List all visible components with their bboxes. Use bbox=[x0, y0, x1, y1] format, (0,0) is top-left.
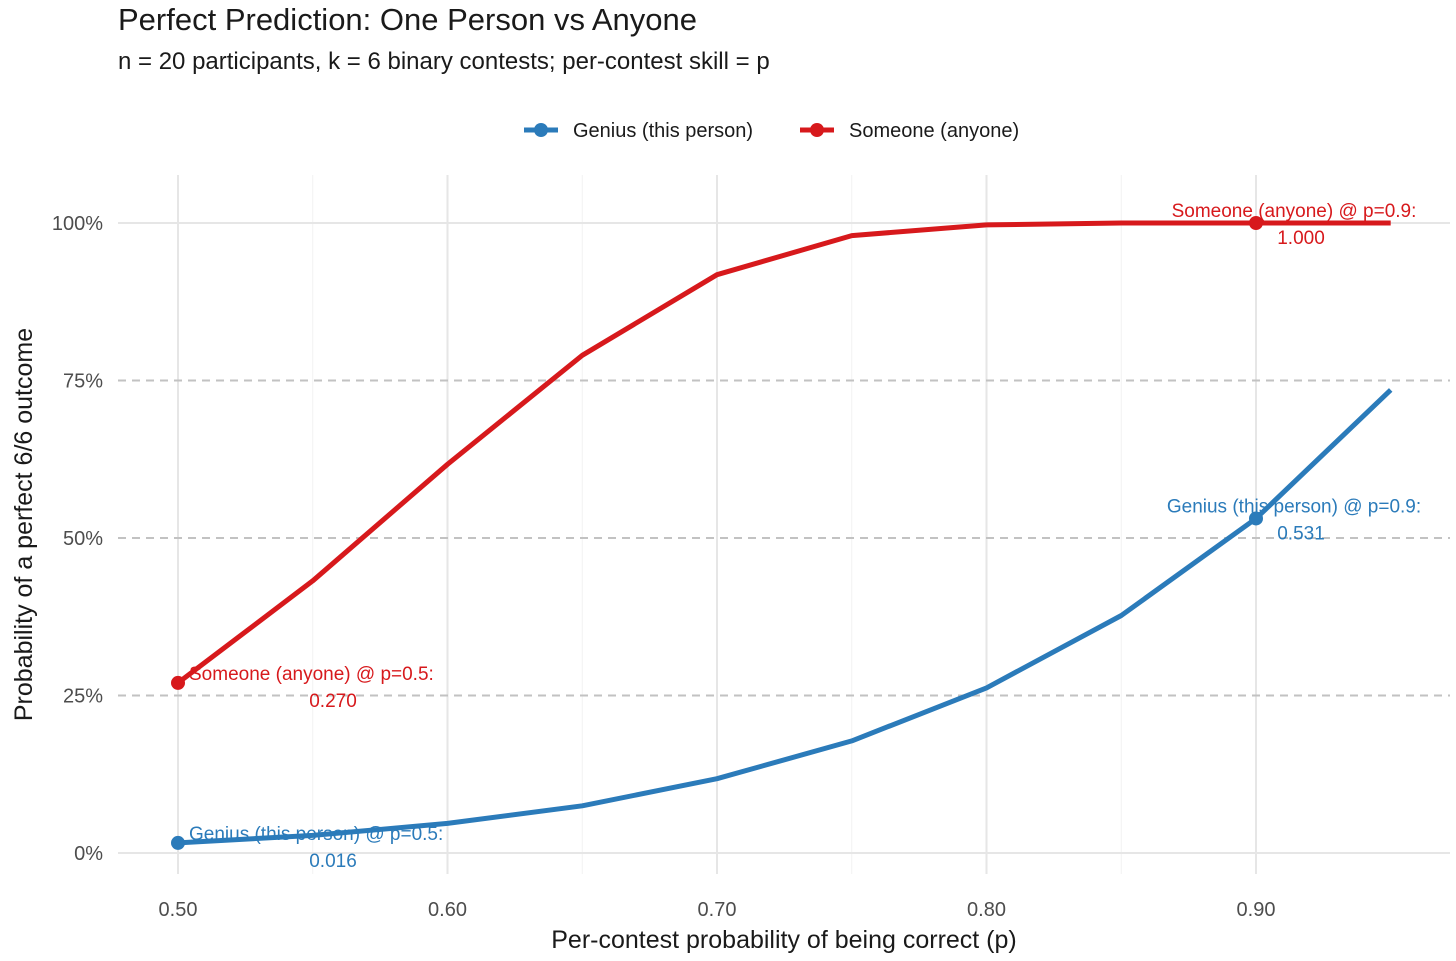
y-axis-title: Probability of a perfect 6/6 outcome bbox=[10, 328, 38, 721]
x-tick-label: 0.90 bbox=[1237, 899, 1276, 921]
highlight-point bbox=[171, 675, 185, 690]
y-tick-label: 100% bbox=[52, 213, 103, 235]
chart-title: Perfect Prediction: One Person vs Anyone bbox=[118, 2, 697, 37]
legend-key-point bbox=[534, 123, 548, 137]
highlight-point bbox=[171, 835, 185, 850]
point-annotation-line1: Someone (anyone) @ p=0.9: bbox=[1172, 201, 1417, 222]
point-annotation-line1: Genius (this person) @ p=0.9: bbox=[1167, 496, 1421, 517]
chart-subtitle: n = 20 participants, k = 6 binary contes… bbox=[118, 48, 770, 75]
x-axis-title: Per-contest probability of being correct… bbox=[551, 926, 1017, 954]
point-annotation-line1: Someone (anyone) @ p=0.5: bbox=[189, 664, 434, 685]
highlight-point bbox=[1249, 216, 1263, 230]
point-annotation-line2: 0.016 bbox=[309, 851, 357, 872]
point-annotation-line1: Genius (this person) @ p=0.5: bbox=[189, 824, 443, 845]
y-tick-label: 75% bbox=[63, 371, 103, 393]
legend-label: Genius (this person) bbox=[573, 120, 753, 142]
legend-label: Someone (anyone) bbox=[849, 120, 1019, 142]
point-annotation-line2: 0.270 bbox=[309, 691, 357, 712]
point-annotation-line2: 1.000 bbox=[1277, 228, 1325, 249]
y-tick-label: 25% bbox=[63, 686, 103, 708]
y-tick-label: 50% bbox=[63, 528, 103, 550]
highlight-point bbox=[1249, 511, 1263, 526]
y-tick-label: 0% bbox=[74, 843, 103, 865]
x-tick-label: 0.50 bbox=[159, 899, 198, 921]
legend-key-point bbox=[810, 123, 824, 137]
x-tick-label: 0.70 bbox=[698, 899, 737, 921]
point-annotation-line2: 0.531 bbox=[1277, 523, 1325, 544]
x-tick-label: 0.80 bbox=[967, 899, 1006, 921]
series-line-1 bbox=[176, 220, 1391, 685]
series-line-0 bbox=[177, 388, 1393, 846]
x-tick-label: 0.60 bbox=[428, 899, 467, 921]
